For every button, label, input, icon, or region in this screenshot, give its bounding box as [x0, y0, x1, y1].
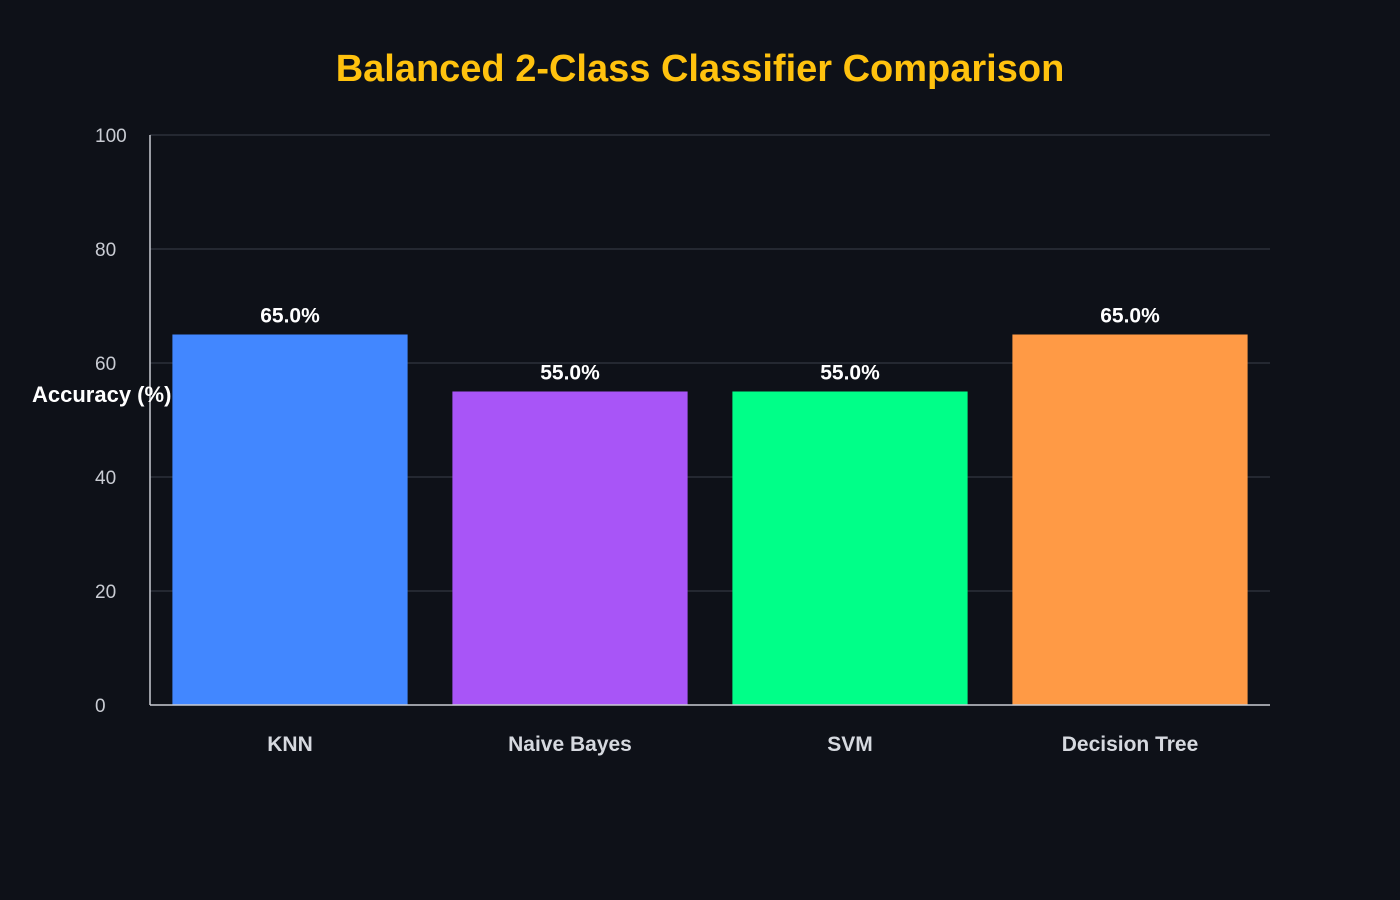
x-tick-label: KNN [267, 733, 313, 756]
bar-svm [732, 391, 968, 705]
bar-knn [172, 334, 408, 705]
axes [149, 135, 1270, 706]
y-tick-label: 40 [95, 468, 116, 489]
chart-title: Balanced 2-Class Classifier Comparison [336, 48, 1065, 90]
bar-naive-bayes [452, 391, 688, 705]
x-tick-label: Decision Tree [1062, 733, 1199, 756]
data-label: 55.0% [820, 362, 880, 385]
x-tick-label: SVM [827, 733, 873, 756]
data-label: 65.0% [1100, 305, 1160, 328]
data-label: 55.0% [540, 362, 600, 385]
y-tick-label: 80 [95, 240, 116, 261]
y-tick-label: 100 [95, 126, 127, 147]
y-tick-label: 60 [95, 354, 116, 375]
bars [172, 334, 1248, 705]
bar-decision-tree [1012, 334, 1248, 705]
data-label: 65.0% [260, 305, 320, 328]
y-axis-label: Accuracy (%) [32, 382, 171, 407]
y-tick-label: 0 [95, 696, 106, 717]
y-tick-label: 20 [95, 582, 116, 603]
x-tick-label: Naive Bayes [508, 733, 632, 756]
labels: 0 20 40 60 80 100 65.0% KNN 55.0% Naive Bayes 55.0… [95, 126, 1198, 756]
